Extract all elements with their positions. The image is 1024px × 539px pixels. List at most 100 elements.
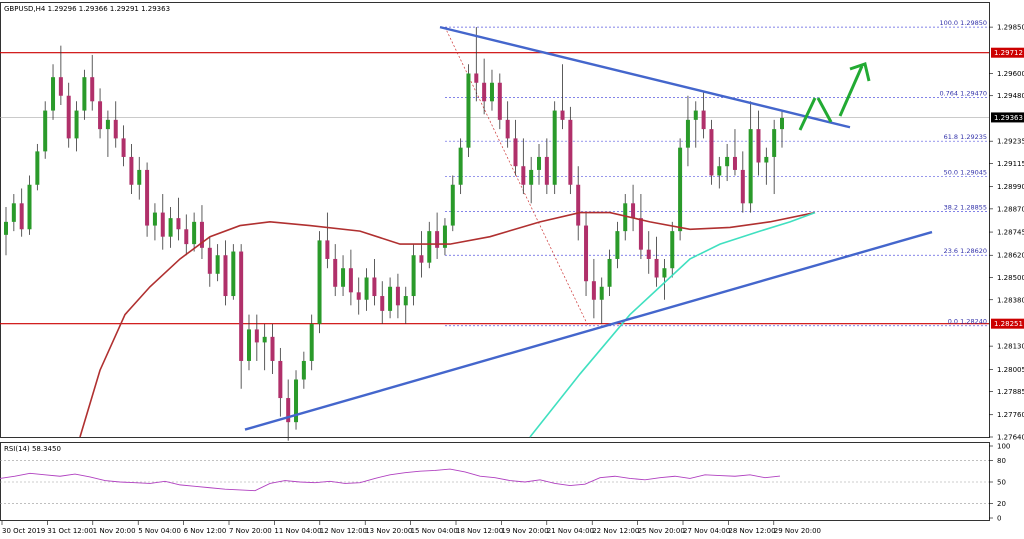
- candle: [270, 323, 275, 374]
- candle-body: [670, 231, 675, 269]
- candle: [356, 277, 361, 315]
- candle-body: [160, 212, 165, 237]
- candle: [725, 143, 730, 182]
- candle: [701, 92, 706, 139]
- candle-body: [725, 156, 730, 167]
- candle-body: [105, 119, 110, 130]
- candle: [497, 73, 502, 130]
- candle: [631, 184, 636, 232]
- candle: [435, 212, 440, 259]
- candle: [458, 138, 463, 195]
- candle-body: [341, 268, 346, 287]
- candle: [43, 101, 48, 159]
- time-tick-label: 30 Oct 2019: [2, 527, 45, 535]
- fib-level-label: 23.6 1.28620: [944, 247, 987, 255]
- candle: [176, 197, 181, 241]
- candle-body: [74, 110, 79, 139]
- candle-body: [262, 336, 267, 343]
- price-tick-label: 1.27640: [997, 434, 1024, 442]
- candle: [505, 101, 510, 148]
- candle: [709, 119, 714, 185]
- rsi-tick-label: 50: [997, 479, 1006, 487]
- candle: [552, 101, 557, 195]
- candle: [411, 244, 416, 306]
- candle: [145, 162, 150, 237]
- candle-body: [693, 110, 698, 120]
- candle: [262, 323, 267, 371]
- price-tick-label: 1.29235: [997, 138, 1024, 146]
- candle: [474, 27, 479, 102]
- candle-body: [286, 398, 291, 423]
- candle: [246, 314, 251, 371]
- price-tick-label: 1.28990: [997, 183, 1024, 191]
- candle: [482, 58, 487, 115]
- level-price-label: 1.28251: [994, 320, 1023, 328]
- candle: [756, 110, 761, 176]
- candle-body: [11, 203, 16, 222]
- candle-body: [662, 268, 667, 278]
- candle: [223, 240, 228, 306]
- candle-body: [442, 225, 447, 248]
- candle-body: [43, 110, 48, 152]
- candle-body: [701, 110, 706, 130]
- candle-body: [168, 218, 173, 237]
- price-tick-label: 1.29480: [997, 92, 1024, 100]
- support-trendline: [244, 230, 933, 431]
- price-tick-label: 1.29850: [997, 24, 1024, 32]
- candle-body: [560, 110, 565, 120]
- candle-body: [678, 147, 683, 232]
- candle-body: [239, 251, 244, 361]
- candle-body: [505, 119, 510, 139]
- candle-body: [184, 229, 189, 245]
- candle-body: [615, 231, 620, 259]
- candle-body: [356, 292, 361, 300]
- candle-body: [458, 147, 463, 185]
- price-tick-label: 1.29600: [997, 70, 1024, 78]
- candle: [4, 207, 8, 256]
- time-tick-label: 6 Nov 12:00: [184, 527, 227, 535]
- candle: [168, 207, 173, 248]
- time-tick-label: 11 Nov 04:00: [274, 527, 321, 535]
- candle-body: [372, 277, 377, 297]
- candle-body: [58, 77, 63, 96]
- candle-body: [450, 184, 455, 226]
- candle-body: [607, 258, 612, 287]
- candle-body: [740, 169, 745, 204]
- fib-level-label: 0.764 1.29470: [939, 90, 987, 98]
- candle: [301, 351, 306, 389]
- slow-moving-average: [79, 211, 816, 438]
- candle: [623, 194, 628, 241]
- candle: [380, 281, 385, 324]
- header-info: GBPUSD,H4 1.29296 1.29366 1.29291 1.2936…: [4, 5, 170, 13]
- candle-body: [294, 379, 299, 423]
- candle: [152, 203, 157, 241]
- candle: [348, 249, 353, 306]
- time-tick-label: 13 Nov 20:00: [365, 527, 412, 535]
- rsi-title: RSI(14) 58.3450: [4, 445, 61, 453]
- candle-body: [199, 221, 204, 248]
- candle-body: [435, 231, 440, 248]
- price-tick-label: 1.28380: [997, 296, 1024, 304]
- candle: [286, 379, 291, 441]
- candle: [537, 143, 542, 185]
- time-tick-label: 25 Nov 20:00: [638, 527, 685, 535]
- candle: [395, 273, 400, 319]
- candle-body: [654, 258, 659, 278]
- candle-body: [176, 218, 181, 230]
- candle: [615, 221, 620, 269]
- candle: [160, 194, 165, 250]
- fib-level-label: 0.0 1.28240: [948, 318, 987, 326]
- time-tick-label: 1 Nov 20:00: [93, 527, 136, 535]
- candle-body: [4, 221, 8, 235]
- candle: [717, 156, 722, 189]
- candle: [607, 249, 612, 297]
- candle: [576, 166, 581, 241]
- candle-body: [98, 101, 103, 130]
- candle: [513, 119, 518, 176]
- candle: [419, 231, 424, 278]
- fib-level-label: 38.2 1.28855: [944, 204, 987, 212]
- candle-body: [301, 360, 306, 380]
- candle-body: [411, 255, 416, 297]
- candle: [654, 236, 659, 287]
